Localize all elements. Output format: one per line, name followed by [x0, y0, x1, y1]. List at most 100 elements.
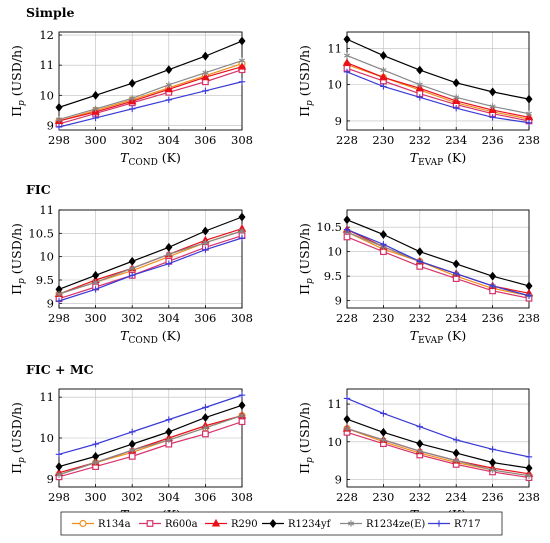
data-point-R1234yf [416, 439, 424, 449]
data-point-R717 [380, 410, 387, 417]
x-tick-label: 234 [445, 133, 467, 147]
data-point-R717 [165, 96, 172, 104]
data-point-R1234yf [416, 65, 424, 75]
data-point-R1234yf [525, 94, 533, 104]
data-point-R1234yf [343, 414, 351, 424]
series-line-R1234yf [58, 40, 243, 108]
plot-frame [346, 209, 530, 309]
data-point-R717 [55, 297, 63, 305]
data-point-R717 [525, 119, 533, 126]
y-axis-label: Πp (USD/h) [9, 223, 27, 295]
data-point-R717 [343, 395, 351, 402]
data-point-R1234ze(E) [238, 57, 246, 64]
series-line-R1234yf [346, 219, 530, 287]
data-point-R717 [129, 105, 136, 113]
y-tick-label: 9.5 [36, 273, 54, 287]
data-point-R1234yf [489, 458, 497, 467]
x-tick-label: 308 [231, 311, 253, 325]
data-point-R717 [525, 292, 533, 299]
data-point-R1234yf [416, 247, 424, 257]
legend-item-R1234yf: R1234yf [262, 519, 332, 530]
y-tick-label: 11 [327, 41, 342, 55]
series-line-R600a [58, 235, 243, 300]
x-tick-label: 230 [372, 490, 394, 504]
data-point-R1234ze(E) [129, 265, 136, 272]
y-tick-label: 10.5 [316, 220, 342, 234]
data-point-R717 [92, 440, 99, 448]
x-tick-label: 234 [445, 311, 467, 325]
plot-frame [58, 209, 243, 309]
series-line-R1234yf [346, 38, 530, 100]
legend-item-R717: R717 [428, 519, 481, 530]
series-line-R600a [346, 431, 530, 479]
series-line-R290 [58, 66, 243, 122]
series-line-R717 [58, 81, 243, 128]
chart-panel-1: Simple 298 300 302 304 306 308 9 10 11 12 TCOND (K)… [9, 5, 253, 168]
data-point-R1234ze(E) [129, 447, 136, 454]
y-tick-label: 11 [327, 397, 342, 411]
x-tick-label: 298 [48, 311, 70, 325]
data-point-R1234yf [238, 212, 246, 222]
data-point-R1234yf [343, 34, 351, 44]
y-tick-label: 9 [47, 118, 54, 132]
data-point-R1234ze(E) [55, 116, 63, 123]
legend: R134a R600a R290 R1234yf R1234ze(E) R717 [60, 511, 503, 536]
x-tick-label: 236 [482, 133, 504, 147]
legend-item-R600a: R600a [139, 519, 198, 530]
series-line-R1234yf [346, 418, 530, 469]
data-point-R717 [202, 404, 209, 411]
y-tick-label: 11 [39, 58, 54, 72]
chart-panel-3: FIC 298 300 302 304 306 308 9 9.5 10 10.5 11 TCOND (… [9, 182, 253, 346]
data-point-R1234ze(E) [525, 472, 533, 479]
series-line-R134a [58, 230, 243, 295]
data-point-R717 [343, 226, 351, 233]
data-point-R717 [238, 234, 246, 242]
series-line-R290 [346, 62, 530, 118]
section-title: FIC [26, 182, 51, 197]
data-point-R1234yf [92, 451, 100, 461]
data-point-R717 [165, 260, 172, 267]
data-point-R1234ze(E) [453, 94, 460, 101]
series-line-R717 [346, 71, 530, 124]
x-tick-label: 306 [194, 133, 216, 147]
legend-item-R134a: R134a [72, 519, 131, 530]
data-point-R1234ze(E) [202, 239, 209, 246]
series-line-R1234ze(E) [346, 55, 530, 115]
data-point-R717 [129, 272, 136, 279]
x-tick-label: 232 [409, 311, 431, 325]
x-tick-label: 302 [121, 311, 143, 325]
data-point-R717 [238, 391, 246, 399]
data-point-R1234yf [452, 78, 460, 88]
data-point-R717 [525, 453, 533, 461]
y-tick-label: 10 [39, 88, 54, 102]
series-line-R1234ze(E) [346, 231, 530, 297]
x-tick-label: 304 [158, 490, 180, 504]
x-tick-label: 228 [336, 133, 358, 147]
x-tick-label: 300 [85, 490, 107, 504]
legend-marker [211, 518, 221, 527]
x-axis-label: TCOND (K) [120, 328, 181, 346]
chart-panel-2: 228 230 232 234 236 238 9 10 11 TEVAP (K) Πp (USD/… [297, 31, 540, 168]
y-tick-label: 10 [39, 250, 54, 264]
data-point-R1234yf [128, 439, 136, 449]
data-point-R717 [202, 246, 209, 253]
data-point-R1234yf [201, 51, 209, 61]
y-axis-label: Πp (USD/h) [297, 223, 315, 295]
y-tick-label: 9.5 [324, 269, 342, 283]
series-line-R1234yf [58, 216, 243, 290]
data-point-R1234yf [165, 65, 173, 75]
series-line-R600a [58, 421, 243, 478]
data-point-R717 [416, 258, 423, 265]
x-tick-label: 232 [409, 490, 431, 504]
data-point-R1234yf [452, 259, 460, 269]
data-point-R1234yf [379, 230, 387, 239]
data-point-R717 [380, 83, 387, 90]
x-tick-label: 300 [85, 133, 107, 147]
data-point-R1234ze(E) [92, 105, 99, 113]
y-axis-label: Πp (USD/h) [297, 402, 315, 474]
data-point-R1234ze(E) [343, 52, 351, 59]
data-point-R1234ze(E) [416, 81, 423, 88]
data-point-R1234ze(E) [55, 290, 63, 298]
data-point-R717 [453, 105, 460, 112]
data-point-R1234yf [379, 51, 387, 61]
